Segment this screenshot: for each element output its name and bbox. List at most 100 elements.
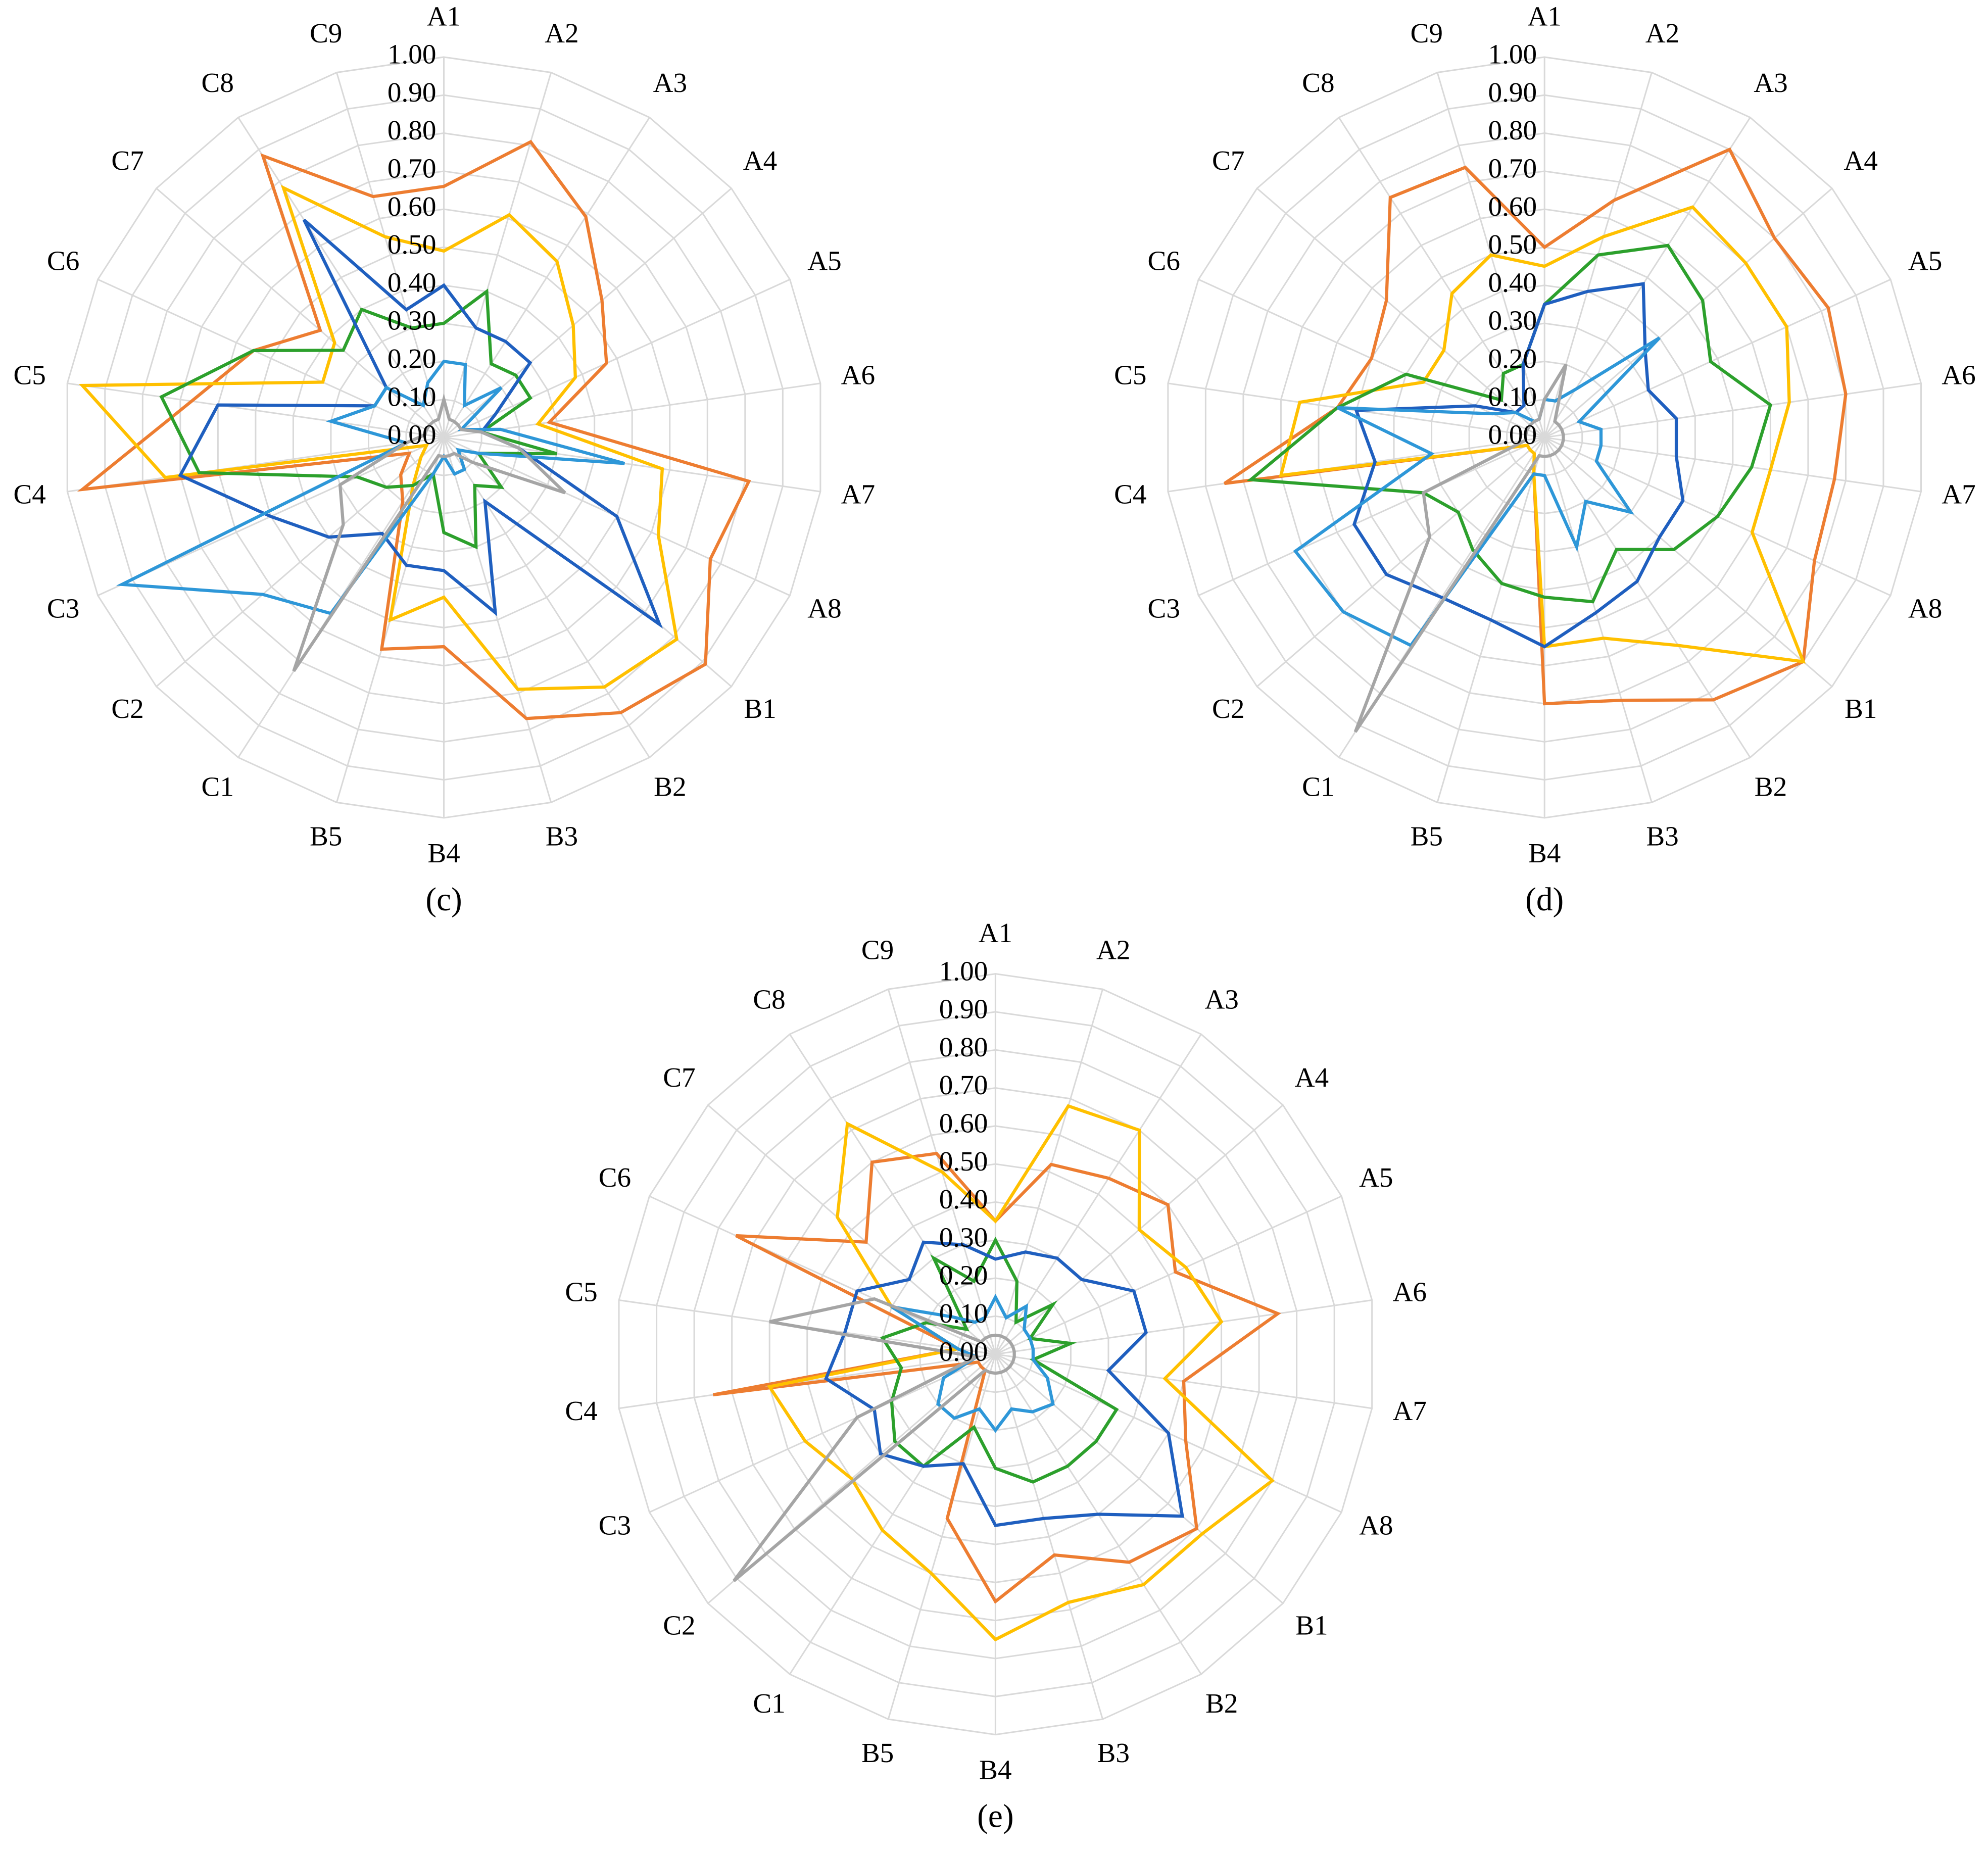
grid-ring: [405, 399, 482, 476]
category-label: C4: [565, 1395, 597, 1426]
category-label: C4: [1114, 478, 1146, 509]
tick-label: 0.50: [1488, 229, 1537, 260]
category-label: B4: [1528, 838, 1561, 868]
category-label: A8: [1908, 593, 1942, 624]
panel-caption: (d): [1525, 882, 1564, 918]
tick-label: 0.00: [1488, 419, 1537, 450]
grid-ring: [844, 1201, 1147, 1507]
category-label: C2: [111, 693, 143, 724]
grid-ring: [1204, 94, 1884, 781]
grid-ring: [1431, 322, 1659, 553]
category-label: B2: [1205, 1688, 1238, 1719]
tick-label: 0.80: [387, 115, 437, 145]
series-line: [824, 1240, 1184, 1527]
category-label: A4: [743, 145, 777, 176]
category-label: B3: [1097, 1737, 1130, 1768]
category-label: A2: [1645, 18, 1679, 48]
category-label: A6: [1393, 1276, 1427, 1307]
category-label: A4: [1844, 145, 1877, 176]
category-label: B1: [744, 693, 776, 724]
series-line: [891, 1293, 1055, 1433]
category-label: B2: [1755, 771, 1787, 802]
category-label: B3: [546, 820, 578, 851]
category-label: A8: [807, 593, 841, 624]
tick-label: 0.60: [387, 191, 437, 222]
tick-label: 0.30: [387, 305, 437, 336]
category-label: C7: [1212, 145, 1244, 176]
category-label: A5: [807, 246, 841, 276]
tick-label: 1.00: [1488, 39, 1537, 70]
category-label: C4: [14, 478, 46, 509]
category-label: C3: [47, 593, 79, 624]
tick-label: 0.60: [939, 1107, 988, 1138]
tick-label: 0.20: [939, 1260, 988, 1291]
category-label: A3: [1204, 984, 1238, 1014]
category-label: A7: [1942, 478, 1975, 509]
series-line: [1352, 282, 1685, 649]
tick-label: 0.50: [387, 229, 437, 260]
grid-ring: [806, 1163, 1185, 1545]
category-label: B1: [1295, 1610, 1328, 1641]
grid-ring: [656, 1011, 1335, 1697]
tick-label: 0.00: [387, 419, 437, 450]
tick-label: 0.10: [1488, 381, 1537, 412]
tick-label: 0.30: [1488, 305, 1537, 336]
tick-label: 0.50: [939, 1146, 988, 1177]
tick-label: 0.70: [387, 153, 437, 184]
grid-ring: [104, 94, 784, 781]
tick-label: 0.00: [939, 1336, 988, 1367]
category-label: A1: [979, 917, 1012, 948]
category-label: A7: [841, 478, 875, 509]
grid-ring: [217, 208, 671, 667]
grid-ring: [618, 973, 1373, 1736]
tick-label: 0.30: [939, 1222, 988, 1252]
category-label: C2: [663, 1610, 695, 1641]
grid-ring: [66, 56, 821, 819]
tick-label: 0.40: [1488, 267, 1537, 298]
category-label: B5: [861, 1737, 894, 1768]
category-label: C1: [202, 771, 234, 802]
category-label: C3: [599, 1510, 631, 1540]
category-label: A7: [1393, 1395, 1427, 1426]
category-label: C5: [14, 360, 46, 391]
category-label: A6: [841, 360, 875, 391]
category-label: C6: [1148, 246, 1180, 276]
category-label: B5: [1411, 820, 1443, 851]
series-line: [79, 184, 678, 691]
grid-ring: [1468, 360, 1621, 515]
panel-caption: (c): [425, 882, 462, 918]
category-label: A3: [1754, 67, 1787, 98]
category-label: B5: [310, 820, 342, 851]
category-label: C8: [753, 984, 785, 1014]
grid-ring: [768, 1125, 1223, 1583]
grid-ring: [1318, 208, 1771, 667]
tick-label: 0.40: [387, 267, 437, 298]
category-label: C5: [565, 1276, 597, 1307]
tick-label: 0.90: [1488, 77, 1537, 108]
tick-label: 0.60: [1488, 191, 1537, 222]
category-label: C8: [1302, 67, 1334, 98]
grid-ring: [693, 1049, 1298, 1660]
tick-label: 0.80: [939, 1032, 988, 1062]
tick-label: 1.00: [939, 955, 988, 986]
category-label: B2: [654, 771, 686, 802]
series-line: [1293, 336, 1661, 648]
category-label: A1: [427, 1, 461, 31]
tick-label: 0.70: [939, 1069, 988, 1100]
category-label: B1: [1845, 693, 1877, 724]
tick-label: 0.90: [939, 994, 988, 1025]
category-label: C9: [1411, 18, 1443, 48]
category-label: A5: [1908, 246, 1942, 276]
category-label: A3: [653, 67, 687, 98]
category-label: A8: [1359, 1510, 1393, 1540]
tick-label: 0.10: [939, 1298, 988, 1329]
category-label: C8: [202, 67, 234, 98]
category-label: B4: [979, 1755, 1011, 1785]
category-label: C3: [1148, 593, 1180, 624]
grid-ring: [731, 1087, 1260, 1622]
series-line: [1246, 244, 1773, 604]
category-label: C1: [1302, 771, 1334, 802]
series-line: [159, 288, 558, 550]
